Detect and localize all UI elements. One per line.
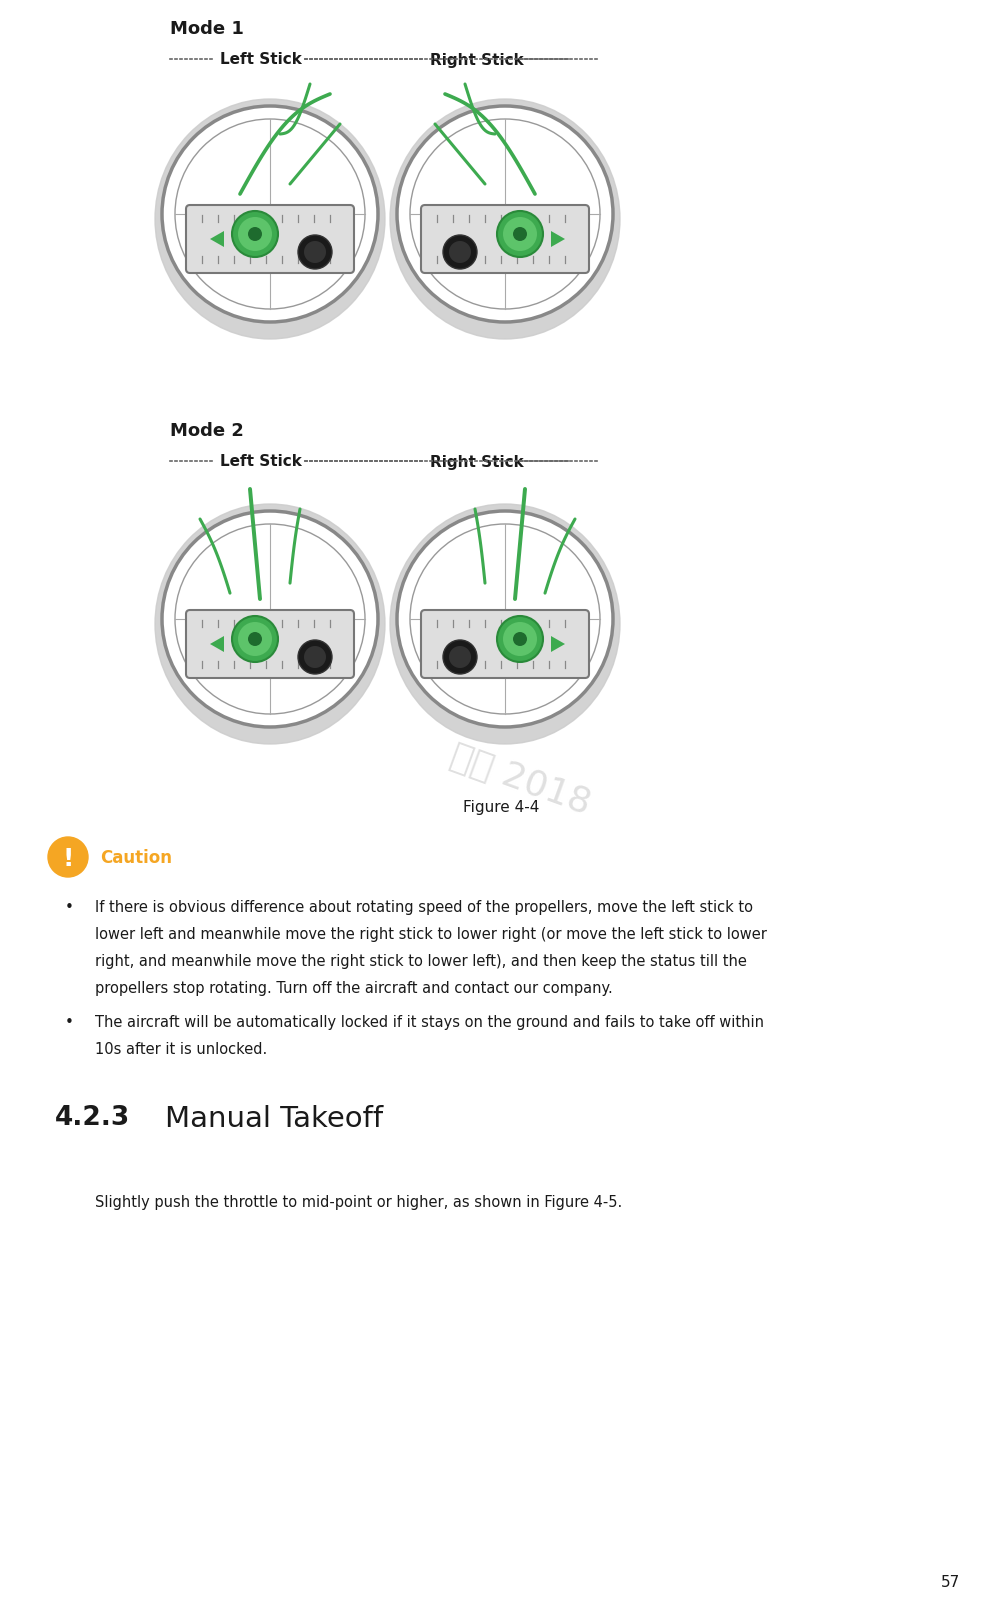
Text: Right Stick: Right Stick: [430, 454, 524, 469]
Text: 10s after it is unlocked.: 10s after it is unlocked.: [95, 1042, 268, 1056]
Circle shape: [248, 228, 262, 242]
Circle shape: [397, 108, 613, 323]
Circle shape: [298, 236, 332, 270]
Circle shape: [298, 640, 332, 674]
Ellipse shape: [155, 100, 385, 340]
FancyBboxPatch shape: [421, 205, 589, 274]
Circle shape: [232, 616, 278, 663]
Text: !: !: [62, 846, 74, 870]
Text: Mode 2: Mode 2: [170, 422, 243, 440]
Circle shape: [304, 647, 326, 669]
Text: •: •: [65, 1014, 74, 1029]
Ellipse shape: [390, 100, 620, 340]
Circle shape: [238, 623, 272, 656]
Circle shape: [238, 218, 272, 252]
Circle shape: [232, 212, 278, 258]
Circle shape: [449, 242, 471, 263]
Polygon shape: [210, 637, 224, 653]
Circle shape: [503, 623, 537, 656]
Text: Left Stick: Left Stick: [220, 53, 302, 67]
FancyBboxPatch shape: [421, 610, 589, 679]
Text: If there is obvious difference about rotating speed of the propellers, move the : If there is obvious difference about rot…: [95, 899, 753, 915]
Circle shape: [248, 632, 262, 647]
Ellipse shape: [155, 504, 385, 745]
Text: Slightly push the throttle to mid-point or higher, as shown in Figure 4-5.: Slightly push the throttle to mid-point …: [95, 1194, 622, 1209]
Polygon shape: [210, 231, 224, 247]
Text: right, and meanwhile move the right stick to lower left), and then keep the stat: right, and meanwhile move the right stic…: [95, 953, 746, 968]
Circle shape: [497, 616, 543, 663]
Polygon shape: [551, 637, 565, 653]
Text: propellers stop rotating. Turn off the aircraft and contact our company.: propellers stop rotating. Turn off the a…: [95, 981, 613, 995]
Text: Mode 1: Mode 1: [170, 19, 243, 39]
Circle shape: [304, 242, 326, 263]
Text: Caution: Caution: [100, 849, 172, 867]
Circle shape: [513, 632, 527, 647]
Circle shape: [162, 108, 378, 323]
Text: The aircraft will be automatically locked if it stays on the ground and fails to: The aircraft will be automatically locke…: [95, 1014, 764, 1029]
Circle shape: [449, 647, 471, 669]
Text: lower left and meanwhile move the right stick to lower right (or move the left s: lower left and meanwhile move the right …: [95, 926, 767, 942]
Text: Figure 4-4: Figure 4-4: [463, 799, 539, 814]
Circle shape: [162, 512, 378, 727]
Text: 吴康 2018: 吴康 2018: [445, 738, 595, 820]
Polygon shape: [551, 231, 565, 247]
Circle shape: [443, 236, 477, 270]
Circle shape: [513, 228, 527, 242]
Text: 57: 57: [941, 1575, 960, 1589]
Text: Right Stick: Right Stick: [430, 53, 524, 67]
Circle shape: [497, 212, 543, 258]
Circle shape: [397, 512, 613, 727]
Circle shape: [443, 640, 477, 674]
Circle shape: [503, 218, 537, 252]
Ellipse shape: [390, 504, 620, 745]
Text: Manual Takeoff: Manual Takeoff: [165, 1104, 383, 1132]
Text: 4.2.3: 4.2.3: [55, 1104, 130, 1130]
Text: •: •: [65, 899, 74, 915]
FancyBboxPatch shape: [186, 610, 354, 679]
Circle shape: [48, 838, 88, 878]
Text: Left Stick: Left Stick: [220, 454, 302, 469]
FancyBboxPatch shape: [186, 205, 354, 274]
